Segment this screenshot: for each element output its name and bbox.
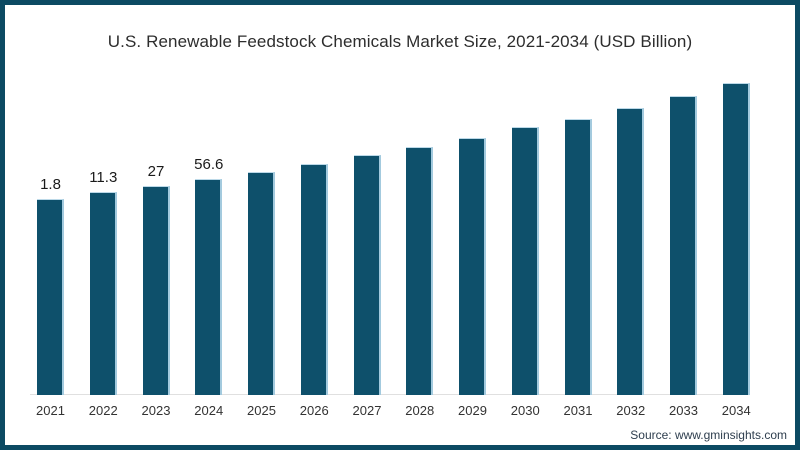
x-tick-label-2029: 2029 (458, 403, 487, 418)
bar-value-label-2022: 11.3 (89, 169, 118, 186)
bar-2026 (300, 164, 328, 395)
x-tick-label-2030: 2030 (510, 403, 540, 418)
bar-2029 (459, 138, 486, 395)
bar-2033 (670, 96, 697, 395)
bar-2031 (564, 119, 592, 395)
plot-area: 1.8 2021 11.3 2022 27 2023 56.6 2024 2025 2026 202… (5, 5, 795, 445)
x-tick-label-2022: 2022 (88, 403, 118, 418)
bar-value-label-2024: 56.6 (194, 156, 224, 173)
x-axis-line (30, 394, 746, 395)
bar-value-label-2021: 1.8 (40, 176, 61, 193)
bar-2023 (142, 186, 170, 395)
x-tick-label-2031: 2031 (563, 403, 593, 418)
source-credit: Source: www.gminsights.com (630, 428, 787, 442)
x-tick-label-2032: 2032 (616, 403, 646, 418)
x-tick-label-2021: 2021 (36, 403, 65, 418)
bar-2025 (248, 172, 275, 395)
x-tick-label-2034: 2034 (721, 403, 751, 418)
bar-2034 (722, 83, 750, 395)
x-tick-label-2028: 2028 (405, 403, 435, 418)
bar-2021 (37, 199, 64, 395)
x-tick-label-2033: 2033 (669, 403, 698, 418)
bar-2024 (195, 179, 223, 395)
x-tick-label-2023: 2023 (141, 403, 171, 418)
chart-title: U.S. Renewable Feedstock Chemicals Marke… (107, 32, 693, 51)
bar-2030 (511, 127, 539, 395)
bar-2027 (353, 155, 381, 395)
bar-value-label-2023: 27 (147, 163, 165, 180)
bar-2032 (617, 108, 645, 395)
x-tick-label-2026: 2026 (299, 403, 329, 418)
x-tick-label-2027: 2027 (352, 403, 382, 418)
x-tick-label-2025: 2025 (247, 403, 276, 418)
bar-2022 (89, 192, 117, 395)
bar-2028 (406, 147, 434, 395)
x-tick-label-2024: 2024 (194, 403, 224, 418)
